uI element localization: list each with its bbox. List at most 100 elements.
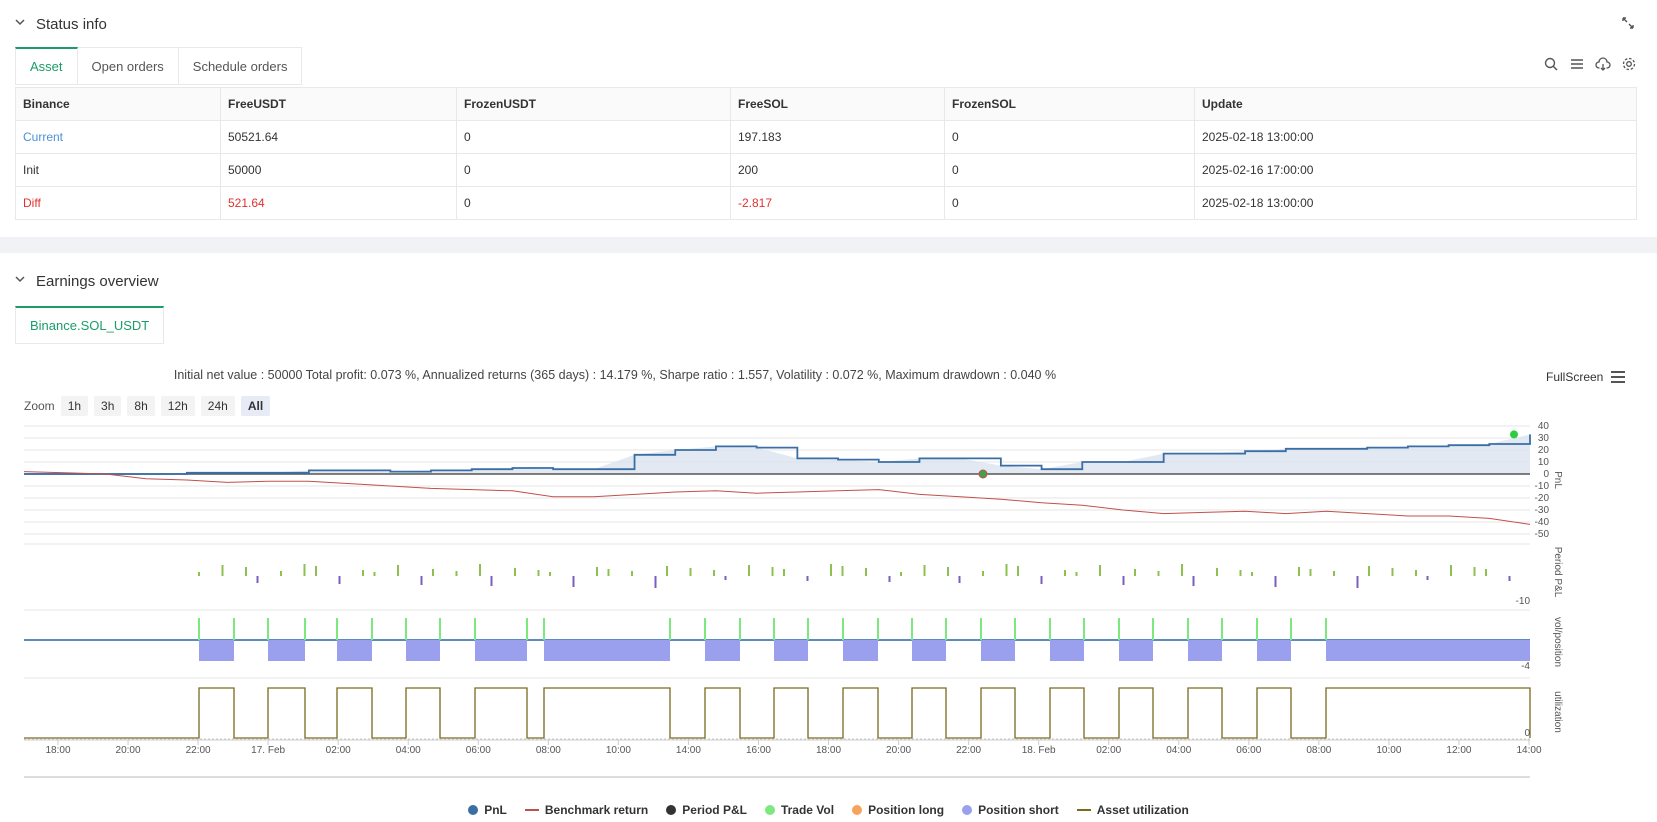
util-tick-label: 0 [1524,728,1530,739]
period-bar [771,567,774,576]
trade-vol-bar [526,618,528,640]
legend-benchmark[interactable]: Benchmark return [524,803,648,817]
period-bar [315,566,317,576]
position-short-block [268,640,305,661]
period-bar [1040,576,1043,584]
period-bar [1356,576,1359,588]
period-bar [549,572,551,576]
period-bar [900,572,902,576]
trade-vol-bar [1221,618,1223,640]
position-axis-label: vol/position [1552,617,1563,667]
chart-menu-icon[interactable] [1610,370,1626,384]
legend-asset-util[interactable]: Asset utilization [1076,803,1189,817]
legend-position-long[interactable]: Position long [852,803,944,817]
cell: 197.183 [730,120,945,154]
period-bar [373,572,376,576]
zoom-12h-button[interactable]: 12h [160,396,195,416]
period-bar [432,569,434,576]
tab-open-orders[interactable]: Open orders [77,47,179,85]
cell: 2025-02-18 13:00:00 [1194,186,1637,220]
period-bar [572,576,575,587]
legend-position-short[interactable]: Position short [962,803,1059,817]
trade-vol-bar [739,618,741,640]
zoom-all-button[interactable]: All [240,396,271,416]
trade-vol-bar [371,618,373,640]
x-tick-label: 18. Feb [1022,745,1056,756]
chevron-down-icon[interactable] [14,273,26,285]
col-update: Update [1194,87,1637,121]
performance-summary: Initial net value : 50000 Total profit: … [173,368,1057,382]
list-icon[interactable] [1569,56,1585,72]
period-bar [1064,570,1066,576]
table-row: Current 50521.64 0 197.183 0 2025-02-18 … [15,120,1637,154]
trade-vol-bar [1014,618,1016,640]
table-tools [1543,56,1637,72]
tab-binance-sol-usdt[interactable]: Binance.SOL_USDT [15,306,165,344]
position-short-block [406,640,440,661]
trade-vol-bar [1290,618,1292,640]
period-bar [783,569,785,576]
col-binance: Binance [15,87,221,121]
position-short-block [774,640,808,661]
period-bar [958,576,961,583]
zoom-24h-button[interactable]: 24h [200,396,235,416]
period-bar [479,564,481,576]
position-short-block [1326,640,1530,661]
pnl-tick-label: 10 [1538,457,1550,468]
period-bar [1368,566,1370,576]
period-bar [947,567,949,576]
period-bar [1309,569,1312,576]
period-bar [654,576,657,588]
position-short-block [981,640,1015,661]
position-short-block [475,640,527,661]
pnl-tick-label: -30 [1535,505,1550,516]
position-short-block [199,640,234,661]
position-short-block [705,640,740,661]
x-tick-label: 14:00 [676,745,701,756]
zoom-8h-button[interactable]: 8h [127,396,155,416]
zoom-1h-button[interactable]: 1h [60,396,89,416]
earnings-header[interactable]: Earnings overview [0,257,1657,305]
x-tick-label: 22:00 [956,745,981,756]
cell: 2025-02-16 17:00:00 [1194,153,1637,187]
period-bar [420,576,423,585]
zoom-3h-button[interactable]: 3h [94,396,122,416]
x-tick-label: 02:00 [1096,745,1121,756]
trade-vol-bar [807,618,809,640]
gear-icon[interactable] [1621,56,1637,72]
period-bar [1450,565,1452,576]
x-tick-label: 02:00 [326,745,351,756]
cell: 2025-02-18 13:00:00 [1194,120,1637,154]
search-icon[interactable] [1543,56,1559,72]
trade-vol-bar [474,618,476,640]
legend-trade-vol[interactable]: Trade Vol [764,803,834,817]
tab-asset[interactable]: Asset [15,47,78,85]
cell: 0 [456,153,731,187]
cell: 0 [456,186,731,220]
expand-icon[interactable] [1621,16,1635,30]
legend-label: Position short [978,803,1059,817]
col-frozensol: FrozenSOL [944,87,1195,121]
pnl-area [24,434,1530,474]
x-tick-label: 04:00 [1166,745,1191,756]
trade-vol-bar [543,618,545,640]
legend-period[interactable]: Period P&L [666,803,747,817]
pnl-tick-label: -20 [1535,493,1550,504]
legend-pnl[interactable]: PnL [468,803,507,817]
chart-legend: PnL Benchmark return Period P&L Trade Vo… [0,803,1657,817]
period-bar [806,576,809,581]
pnl-axis-label: PnL [1552,471,1563,489]
chevron-down-icon[interactable] [14,16,26,28]
trade-vol-bar [1256,618,1258,640]
asset-utilization-line [24,687,1531,739]
tab-schedule-orders[interactable]: Schedule orders [178,47,303,85]
trade-vol-bar [842,618,844,640]
fullscreen-button[interactable]: FullScreen [1546,370,1604,384]
x-tick-label: 20:00 [116,745,141,756]
row-label[interactable]: Current [15,120,221,154]
status-info-header[interactable]: Status info [0,0,1657,48]
table-header-row: Binance FreeUSDT FrozenUSDT FreeSOL Froz… [15,87,1637,121]
cloud-download-icon[interactable] [1595,56,1611,72]
legend-label: PnL [484,803,507,817]
